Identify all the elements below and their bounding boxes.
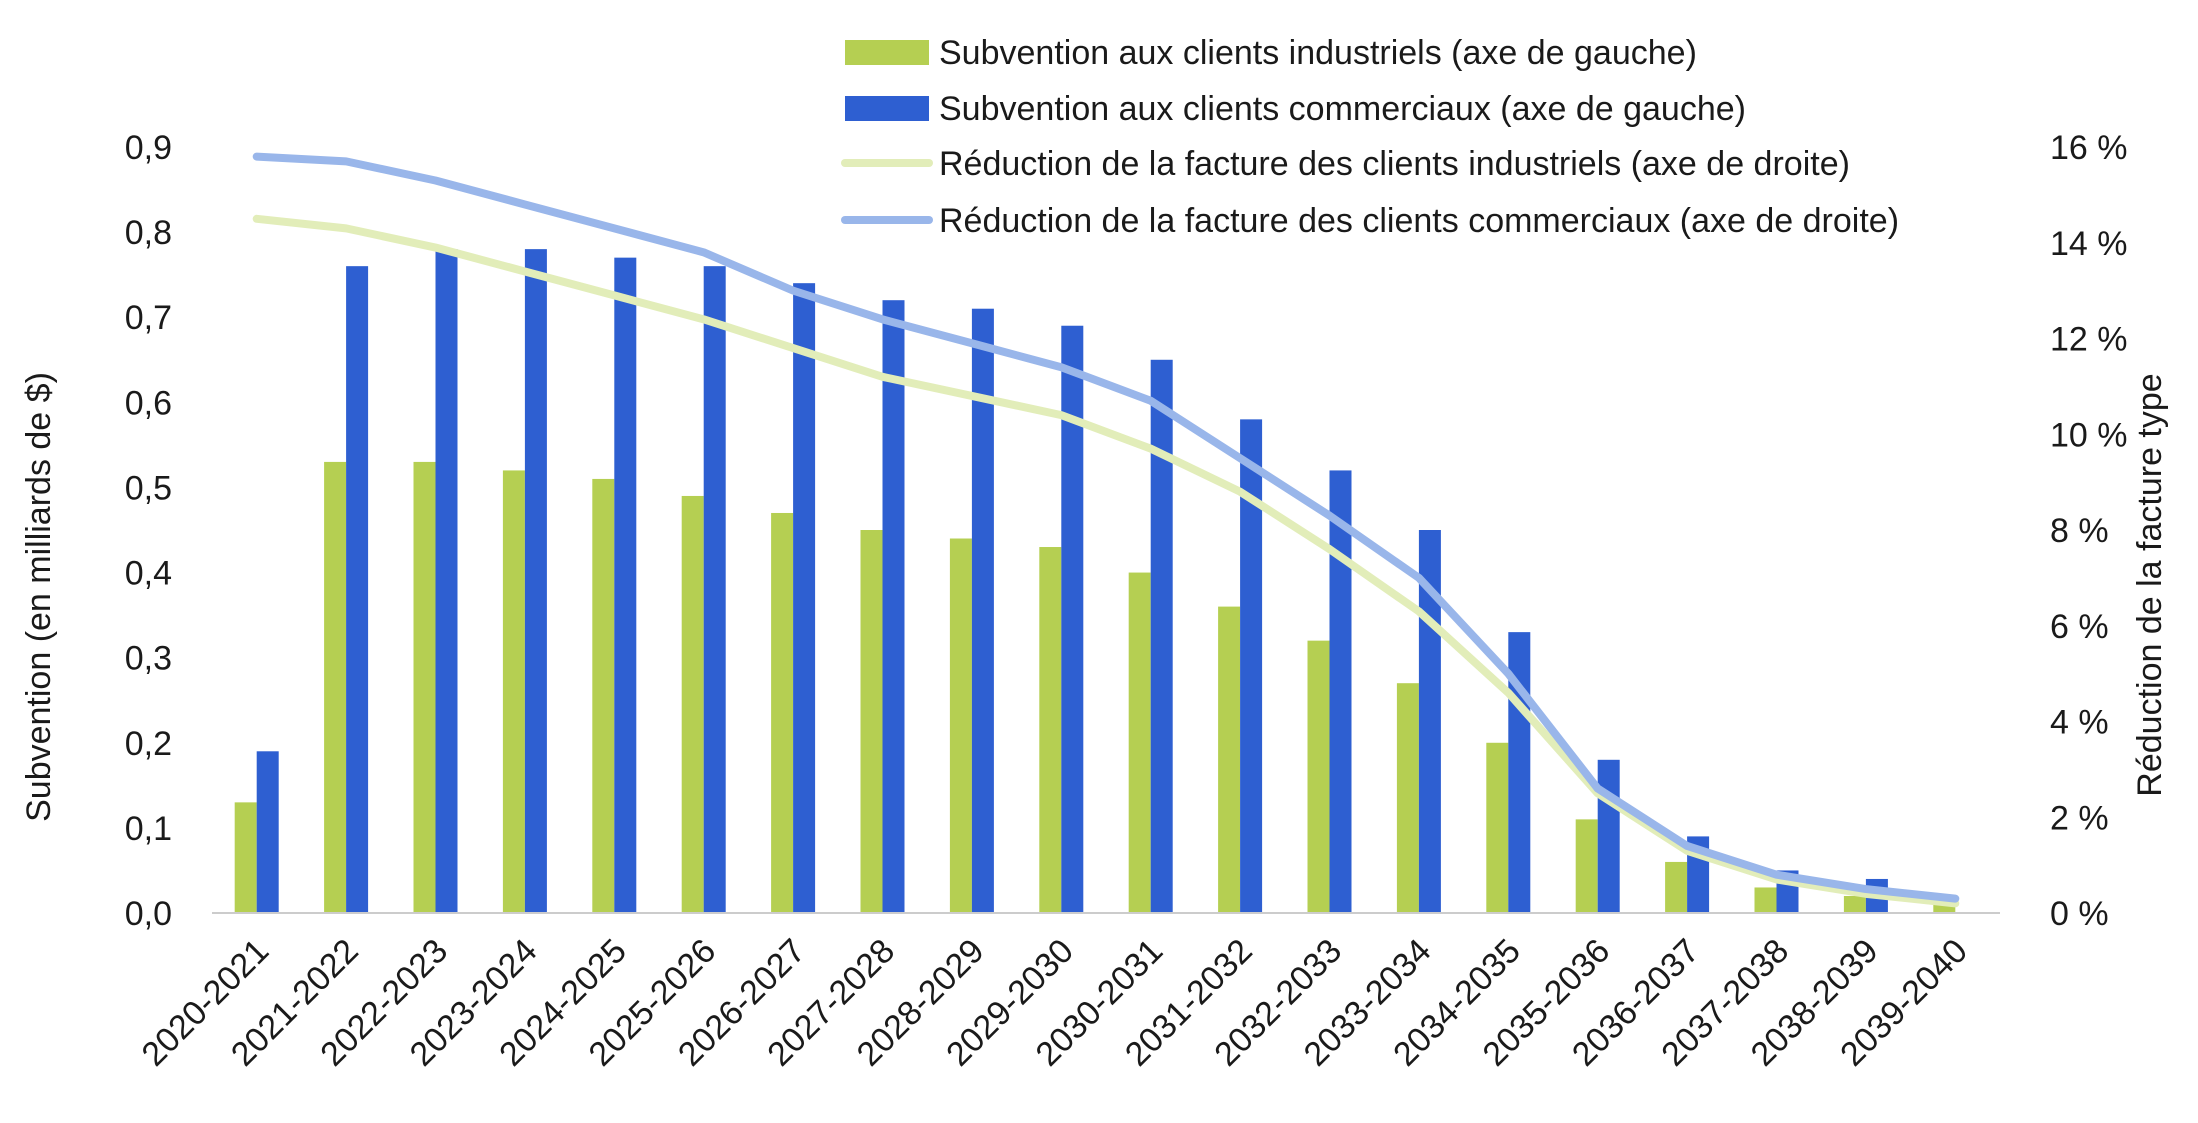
right-tick-label: 12 % [2050,321,2128,359]
bar-industriels-2031-2032 [1218,606,1241,913]
left-tick-label: 0,5 [125,469,172,507]
bar-industriels-2020-2021 [234,802,257,913]
left-tick-label: 0,1 [125,810,172,848]
left-tick-label: 0,9 [125,129,172,167]
bar-commerciaux-2022-2023 [435,249,458,914]
right-tick-label: 0 % [2050,895,2109,933]
left-tick-label: 0,4 [125,555,172,593]
legend-label: Subvention aux clients industriels (axe … [939,34,1697,72]
bar-industriels-2027-2028 [860,530,883,913]
bar-industriels-2033-2034 [1396,683,1419,913]
legend-swatch-industriels [845,40,929,65]
bar-industriels-2028-2029 [949,538,972,913]
legend-swatch-commerciaux [845,96,929,121]
bar-industriels-2037-2038 [1754,887,1777,913]
bar-industriels-2030-2031 [1128,572,1151,913]
bar-commerciaux-2023-2024 [524,249,547,914]
right-axis-ticks: 0 % 2 % 4 % 6 % 8 % 10 % 12 % 14 % 16 % [2050,129,2128,933]
right-axis-title: Réduction de la facture type [2131,373,2169,796]
bar-industriels-2034-2035 [1486,742,1509,913]
bar-industriels-2039-2040 [1933,904,1956,913]
line-reduction-industriels [252,214,1960,908]
right-tick-label: 16 % [2050,129,2128,167]
bar-commerciaux-2030-2031 [1150,359,1173,913]
right-tick-label: 8 % [2050,512,2109,550]
lines-layer [252,152,1960,908]
bar-commerciaux-2027-2028 [882,300,905,913]
bar-industriels-2029-2030 [1039,547,1062,913]
left-tick-label: 0,3 [125,640,172,678]
right-tick-label: 2 % [2050,799,2109,837]
legend-label: Réduction de la facture des clients comm… [939,202,1899,240]
bar-commerciaux-2028-2029 [971,308,994,913]
bar-industriels-2032-2033 [1307,640,1330,913]
legend: Subvention aux clients industriels (axe … [841,34,1899,240]
left-tick-label: 0,0 [125,895,172,933]
bar-commerciaux-2029-2030 [1061,325,1084,913]
bar-commerciaux-2026-2027 [793,283,816,914]
right-tick-label: 4 % [2050,704,2109,742]
bars-layer [234,249,1956,914]
bar-commerciaux-2031-2032 [1240,419,1263,913]
left-axis-ticks: 0,0 0,1 0,2 0,3 0,4 0,5 0,6 0,7 0,8 0,9 [125,129,172,933]
bar-commerciaux-2032-2033 [1329,470,1352,913]
bar-industriels-2021-2022 [324,461,347,913]
x-axis-ticks: 2020-20212021-20222022-20232023-20242024… [135,932,1975,1074]
legend-label: Réduction de la facture des clients indu… [939,145,1850,183]
left-tick-label: 0,8 [125,214,172,252]
left-tick-label: 0,2 [125,725,172,763]
bar-industriels-2024-2025 [592,478,615,913]
bar-industriels-2022-2023 [413,461,436,913]
left-axis-title: Subvention (en milliards de $) [20,372,58,822]
bar-commerciaux-2020-2021 [256,751,279,913]
line-reduction-commerciaux [252,152,1960,903]
right-tick-label: 10 % [2050,416,2128,454]
bar-commerciaux-2024-2025 [614,257,637,914]
bar-commerciaux-2025-2026 [703,266,726,914]
bar-industriels-2038-2039 [1843,895,1866,913]
bar-industriels-2023-2024 [502,470,525,913]
right-tick-label: 6 % [2050,608,2109,646]
bar-commerciaux-2021-2022 [346,266,369,914]
bar-commerciaux-2035-2036 [1597,759,1620,913]
right-tick-label: 14 % [2050,225,2128,263]
legend-label: Subvention aux clients commerciaux (axe … [939,90,1746,128]
left-tick-label: 0,7 [125,299,172,337]
bar-industriels-2035-2036 [1575,819,1598,913]
bar-industriels-2036-2037 [1665,861,1688,913]
left-tick-label: 0,6 [125,384,172,422]
bar-industriels-2025-2026 [681,495,704,913]
bar-industriels-2026-2027 [771,512,794,913]
